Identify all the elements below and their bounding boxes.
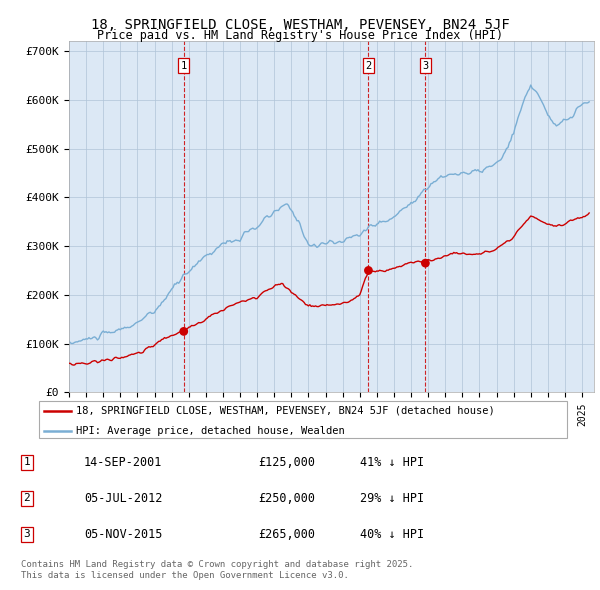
Point [364,266,373,275]
Text: 2: 2 [365,61,371,71]
Text: 1: 1 [23,457,31,467]
Text: This data is licensed under the Open Government Licence v3.0.: This data is licensed under the Open Gov… [21,571,349,580]
Text: 3: 3 [422,61,428,71]
Text: 41% ↓ HPI: 41% ↓ HPI [360,455,424,468]
Point [421,258,430,268]
Text: 2: 2 [23,493,31,503]
Text: 05-JUL-2012: 05-JUL-2012 [84,491,163,504]
Text: 1: 1 [181,61,187,71]
Text: Contains HM Land Registry data © Crown copyright and database right 2025.: Contains HM Land Registry data © Crown c… [21,560,413,569]
Text: 40% ↓ HPI: 40% ↓ HPI [360,527,424,540]
Text: 3: 3 [23,529,31,539]
Text: £125,000: £125,000 [258,455,315,468]
FancyBboxPatch shape [38,401,568,438]
Text: 05-NOV-2015: 05-NOV-2015 [84,527,163,540]
Point [179,327,188,336]
Text: £250,000: £250,000 [258,491,315,504]
Text: 14-SEP-2001: 14-SEP-2001 [84,455,163,468]
Text: Price paid vs. HM Land Registry's House Price Index (HPI): Price paid vs. HM Land Registry's House … [97,29,503,42]
Text: £265,000: £265,000 [258,527,315,540]
Text: HPI: Average price, detached house, Wealden: HPI: Average price, detached house, Weal… [76,426,345,436]
Text: 29% ↓ HPI: 29% ↓ HPI [360,491,424,504]
Text: 18, SPRINGFIELD CLOSE, WESTHAM, PEVENSEY, BN24 5JF (detached house): 18, SPRINGFIELD CLOSE, WESTHAM, PEVENSEY… [76,406,495,416]
Text: 18, SPRINGFIELD CLOSE, WESTHAM, PEVENSEY, BN24 5JF: 18, SPRINGFIELD CLOSE, WESTHAM, PEVENSEY… [91,18,509,32]
